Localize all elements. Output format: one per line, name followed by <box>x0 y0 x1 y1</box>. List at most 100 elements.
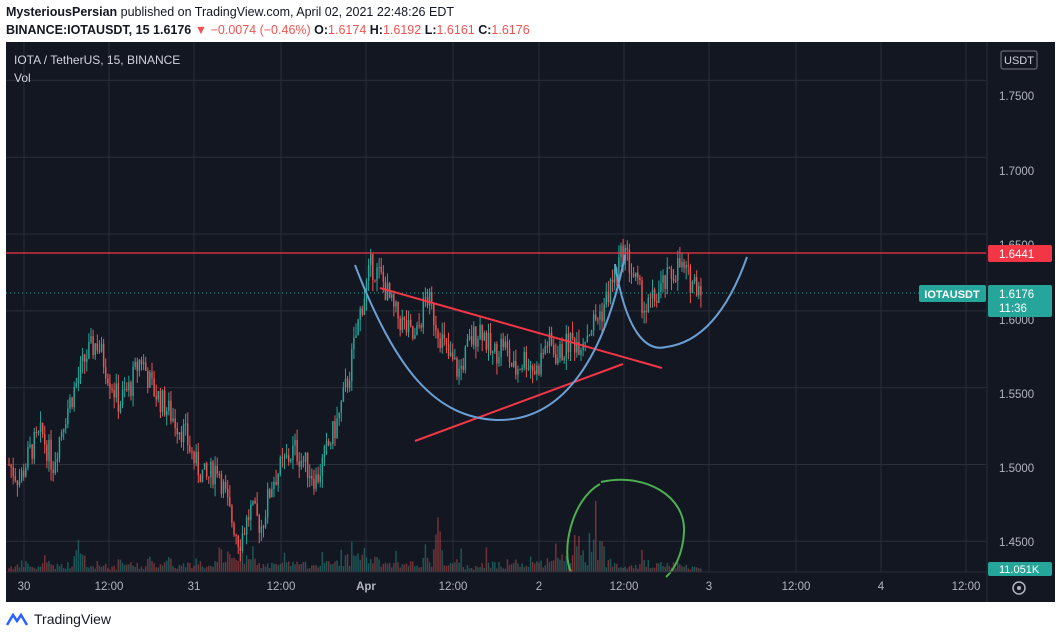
tradingview-brand[interactable]: TradingView <box>34 611 112 627</box>
tradingview-logo-icon[interactable] <box>6 611 28 627</box>
volume-bar <box>361 554 364 572</box>
volume-bar <box>430 566 433 572</box>
volume-bar <box>308 568 311 572</box>
candle-body <box>662 275 664 283</box>
candle <box>14 468 17 483</box>
candle <box>536 361 538 381</box>
volume-bar <box>29 566 31 572</box>
price-tick: 1.5500 <box>999 389 1034 401</box>
volume-bar <box>464 569 467 572</box>
upper-trendline[interactable] <box>379 287 663 369</box>
volume-bar <box>304 561 307 572</box>
candle-body <box>582 343 584 351</box>
candle-body <box>52 469 54 474</box>
volume-bar <box>180 565 183 572</box>
candle-body <box>658 292 660 303</box>
cup-curve-left[interactable] <box>354 254 626 422</box>
volume-bar <box>62 568 65 572</box>
currency-button[interactable] <box>1000 50 1038 70</box>
candle-body <box>292 445 294 461</box>
candle <box>666 257 668 295</box>
volume-circle[interactable] <box>566 478 686 578</box>
cup-curve-right[interactable] <box>614 256 748 349</box>
volume-bar <box>16 564 19 572</box>
volume-bar <box>203 568 206 572</box>
volume-bar <box>668 565 671 572</box>
candle-body <box>50 439 52 470</box>
volume-bar <box>317 567 319 572</box>
volume-bar <box>485 547 488 572</box>
alert-price-tag[interactable] <box>988 245 1052 262</box>
candle-body <box>189 445 191 452</box>
volume-bar <box>218 547 221 572</box>
candle <box>136 357 139 383</box>
candle <box>346 375 349 393</box>
volume-bar <box>46 562 48 572</box>
candle <box>27 441 29 471</box>
candle-body <box>626 247 629 250</box>
candle-body <box>193 451 195 464</box>
volume-bar <box>319 565 321 572</box>
candle <box>353 326 355 360</box>
candle <box>277 472 279 492</box>
lower-trendline[interactable] <box>414 363 624 442</box>
volume-bar <box>220 549 223 572</box>
candle-body <box>531 365 534 372</box>
candle <box>468 328 471 341</box>
candle <box>245 514 248 545</box>
candle <box>456 356 458 381</box>
candle-body <box>195 451 197 464</box>
candle-body <box>588 335 591 337</box>
volume-bar <box>10 566 12 572</box>
candle <box>334 415 336 446</box>
candle <box>147 367 149 394</box>
candle <box>645 303 647 324</box>
candle-body <box>571 332 574 339</box>
candle <box>248 509 250 527</box>
candle-body <box>670 268 673 279</box>
volume-bar <box>548 562 551 572</box>
volume-bar <box>401 564 404 572</box>
candle-body <box>157 391 160 400</box>
volume-bar <box>83 555 86 572</box>
candle-body <box>536 365 538 375</box>
candle <box>397 301 399 329</box>
chart-canvas[interactable]: IOTA / TetherUS, 15, BINANCE Vol USDT 1.… <box>6 42 1055 602</box>
candle-body <box>46 444 48 462</box>
candle <box>109 374 111 399</box>
candle <box>544 339 547 356</box>
candle <box>187 412 189 454</box>
settings-gear-icon[interactable] <box>1012 581 1026 595</box>
volume-bar <box>641 549 643 572</box>
chart-area[interactable]: IOTA / TetherUS, 15, BINANCE Vol USDT 1.… <box>6 42 1055 602</box>
candle-body <box>685 265 687 268</box>
volume-bar <box>428 562 431 572</box>
volume-bar <box>477 567 479 572</box>
candle-body <box>401 317 404 331</box>
candle-body <box>481 324 483 341</box>
volume-bar <box>616 563 618 572</box>
volume-bar <box>172 566 174 572</box>
volume-bar <box>542 567 544 572</box>
candle-body <box>538 365 540 375</box>
candle-body <box>252 500 254 505</box>
volume-bar <box>607 560 610 572</box>
candle <box>83 353 86 374</box>
candle <box>580 347 582 361</box>
candle-body <box>573 338 576 353</box>
candle <box>393 290 395 317</box>
candle-body <box>487 332 490 350</box>
candle <box>643 301 645 324</box>
candle <box>176 422 178 444</box>
candle <box>407 310 410 338</box>
candle <box>229 485 231 508</box>
candle-body <box>595 314 597 320</box>
volume-bar <box>161 565 164 572</box>
volume-bar <box>359 559 361 572</box>
candle <box>418 313 420 329</box>
candle-body <box>557 357 559 364</box>
volume-bar <box>571 554 574 572</box>
candle <box>44 425 46 454</box>
high-label: H: <box>369 23 383 37</box>
publisher-name[interactable]: MysteriousPersian <box>6 5 118 19</box>
